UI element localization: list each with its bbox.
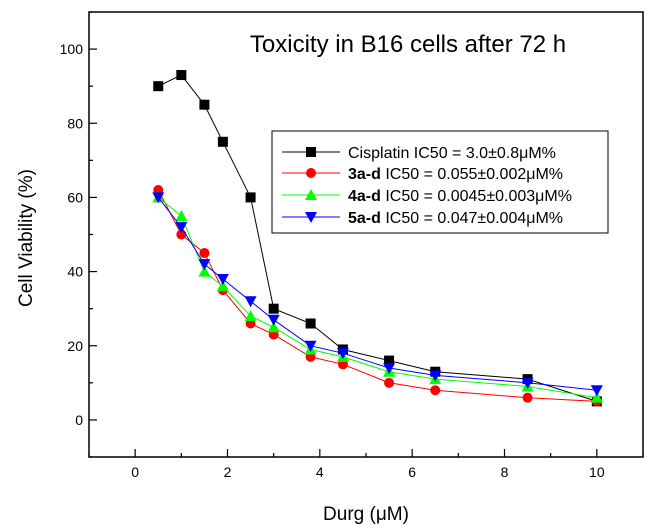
y-tick-label: 60 [67,189,83,205]
data-point [244,296,257,308]
legend-label-text: IC50 = 0.0045±0.003μM% [381,188,572,205]
data-point [175,222,188,234]
legend-item-3: 4a-d IC50 = 0.0045±0.003μM% [282,188,572,205]
y-tick-label: 20 [67,338,83,354]
legend-label: 3a-d IC50 = 0.055±0.002μM% [348,166,563,183]
data-point [305,318,316,329]
data-point [152,192,165,204]
x-tick-label: 6 [408,464,416,480]
data-point [384,355,395,366]
chart-title: Toxicity in B16 cells after 72 h [250,31,566,58]
data-point [175,209,188,221]
data-point [336,348,349,360]
series-1 [153,70,602,407]
data-point [590,391,603,403]
data-point [217,136,228,147]
legend-marker [306,168,316,178]
legend-label-text: IC50 = 0.055±0.002μM% [381,166,563,183]
data-point [216,280,229,292]
y-tick-label: 40 [67,264,83,280]
y-tick-label: 0 [75,412,83,428]
data-point [521,377,534,389]
series-line [157,197,597,391]
legend-marker [305,212,317,223]
data-point [384,377,395,388]
legend: Cisplatin IC50 = 3.0±0.8μM% 3a-d IC50 = 0… [271,130,609,234]
x-axis-title: Durg (μM) [323,504,409,525]
x-tick-label: 2 [224,464,232,480]
data-point [244,310,257,322]
series-line [158,74,597,402]
legend-label-text: IC50 = 0.047±0.004μM% [381,210,563,227]
legend-box [271,130,609,234]
legend-label-text: Cisplatin IC50 = 3.0±0.8μM% [348,145,556,162]
x-tick-label: 8 [501,464,509,480]
data-point [153,81,164,92]
legend-label: 5a-d IC50 = 0.047±0.004μM% [348,210,563,227]
data-point [199,99,210,110]
data-point [304,340,317,352]
series-4 [152,192,603,397]
x-tick-label: 4 [316,464,324,480]
legend-label: 4a-d IC50 = 0.0045±0.003μM% [348,188,572,205]
y-axis-title: Cell Viability (%) [16,169,37,307]
legend-label: Cisplatin IC50 = 3.0±0.8μM% [348,145,556,162]
data-point [199,248,210,259]
series-layer [152,70,603,407]
legend-item-4: 5a-d IC50 = 0.047±0.004μM% [282,210,563,227]
data-point [522,392,533,403]
data-point [430,385,441,396]
plot-frame [88,11,644,458]
data-point [245,192,256,203]
data-point [267,321,280,333]
legend-marker [306,147,316,157]
x-tick-label: 0 [131,464,139,480]
data-point [216,274,229,285]
legend-label-bold: 3a-d [348,166,381,183]
data-point [176,70,187,81]
legend-marker [305,189,317,200]
data-point [198,265,211,277]
data-point [429,370,442,382]
y-tick-label: 100 [60,41,84,57]
data-point [383,363,396,374]
x-tick-label: 10 [589,464,605,480]
legend-label-bold: 5a-d [348,210,381,227]
data-point [198,259,211,271]
legend-label-bold: 4a-d [348,188,381,205]
legend-item-1: Cisplatin IC50 = 3.0±0.8μM% [282,145,556,162]
tick-marks [88,11,644,458]
data-point [590,385,603,397]
legend-item-2: 3a-d IC50 = 0.055±0.002μM% [282,166,563,183]
data-point [267,314,280,326]
data-point [268,303,279,314]
y-tick-label: 80 [67,115,83,131]
